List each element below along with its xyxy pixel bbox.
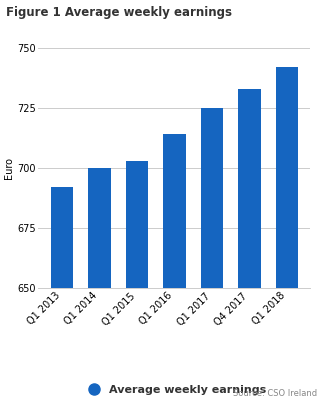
Bar [276, 67, 298, 400]
Bar [201, 108, 223, 400]
Legend: Average weekly earnings: Average weekly earnings [83, 385, 266, 395]
Y-axis label: Euro: Euro [4, 157, 14, 179]
Bar [163, 134, 186, 400]
Bar [238, 89, 260, 400]
Bar [51, 187, 73, 400]
Text: Figure 1 Average weekly earnings: Figure 1 Average weekly earnings [6, 6, 232, 19]
Bar [88, 168, 111, 400]
Text: Source: CSO Ireland: Source: CSO Ireland [233, 389, 317, 398]
Bar [126, 161, 148, 400]
